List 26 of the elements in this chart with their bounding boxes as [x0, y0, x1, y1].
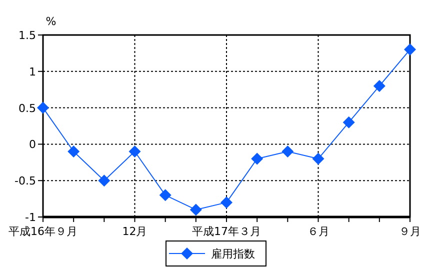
y-tick-label: 1 — [29, 65, 36, 78]
x-tick-label: 平成17年３月 — [192, 225, 261, 238]
y-tick-label: 0 — [29, 138, 36, 152]
point — [128, 145, 141, 158]
point — [251, 152, 264, 165]
point — [342, 116, 355, 128]
x-tick-label: ９月 — [399, 225, 421, 238]
x-tick-label: 平成16年９月 — [8, 225, 78, 238]
point — [98, 174, 110, 187]
point — [68, 145, 80, 158]
point — [37, 102, 49, 114]
y-tick-label: 1.5 — [18, 29, 36, 42]
point — [282, 145, 294, 158]
y-axis-title: % — [46, 15, 56, 28]
y-tick-label: -0.5 — [14, 174, 36, 188]
x-tick-label: 12月 — [122, 225, 148, 238]
x-tick-label: ６月 — [307, 225, 330, 238]
y-tick-label: 0.5 — [18, 102, 36, 115]
point — [373, 80, 386, 92]
point — [312, 152, 324, 165]
point — [404, 44, 416, 56]
point — [220, 196, 232, 208]
y-tick-label: -1 — [25, 211, 36, 224]
legend-label: 雇用指数 — [211, 248, 255, 260]
point — [159, 189, 172, 202]
point — [190, 204, 202, 216]
